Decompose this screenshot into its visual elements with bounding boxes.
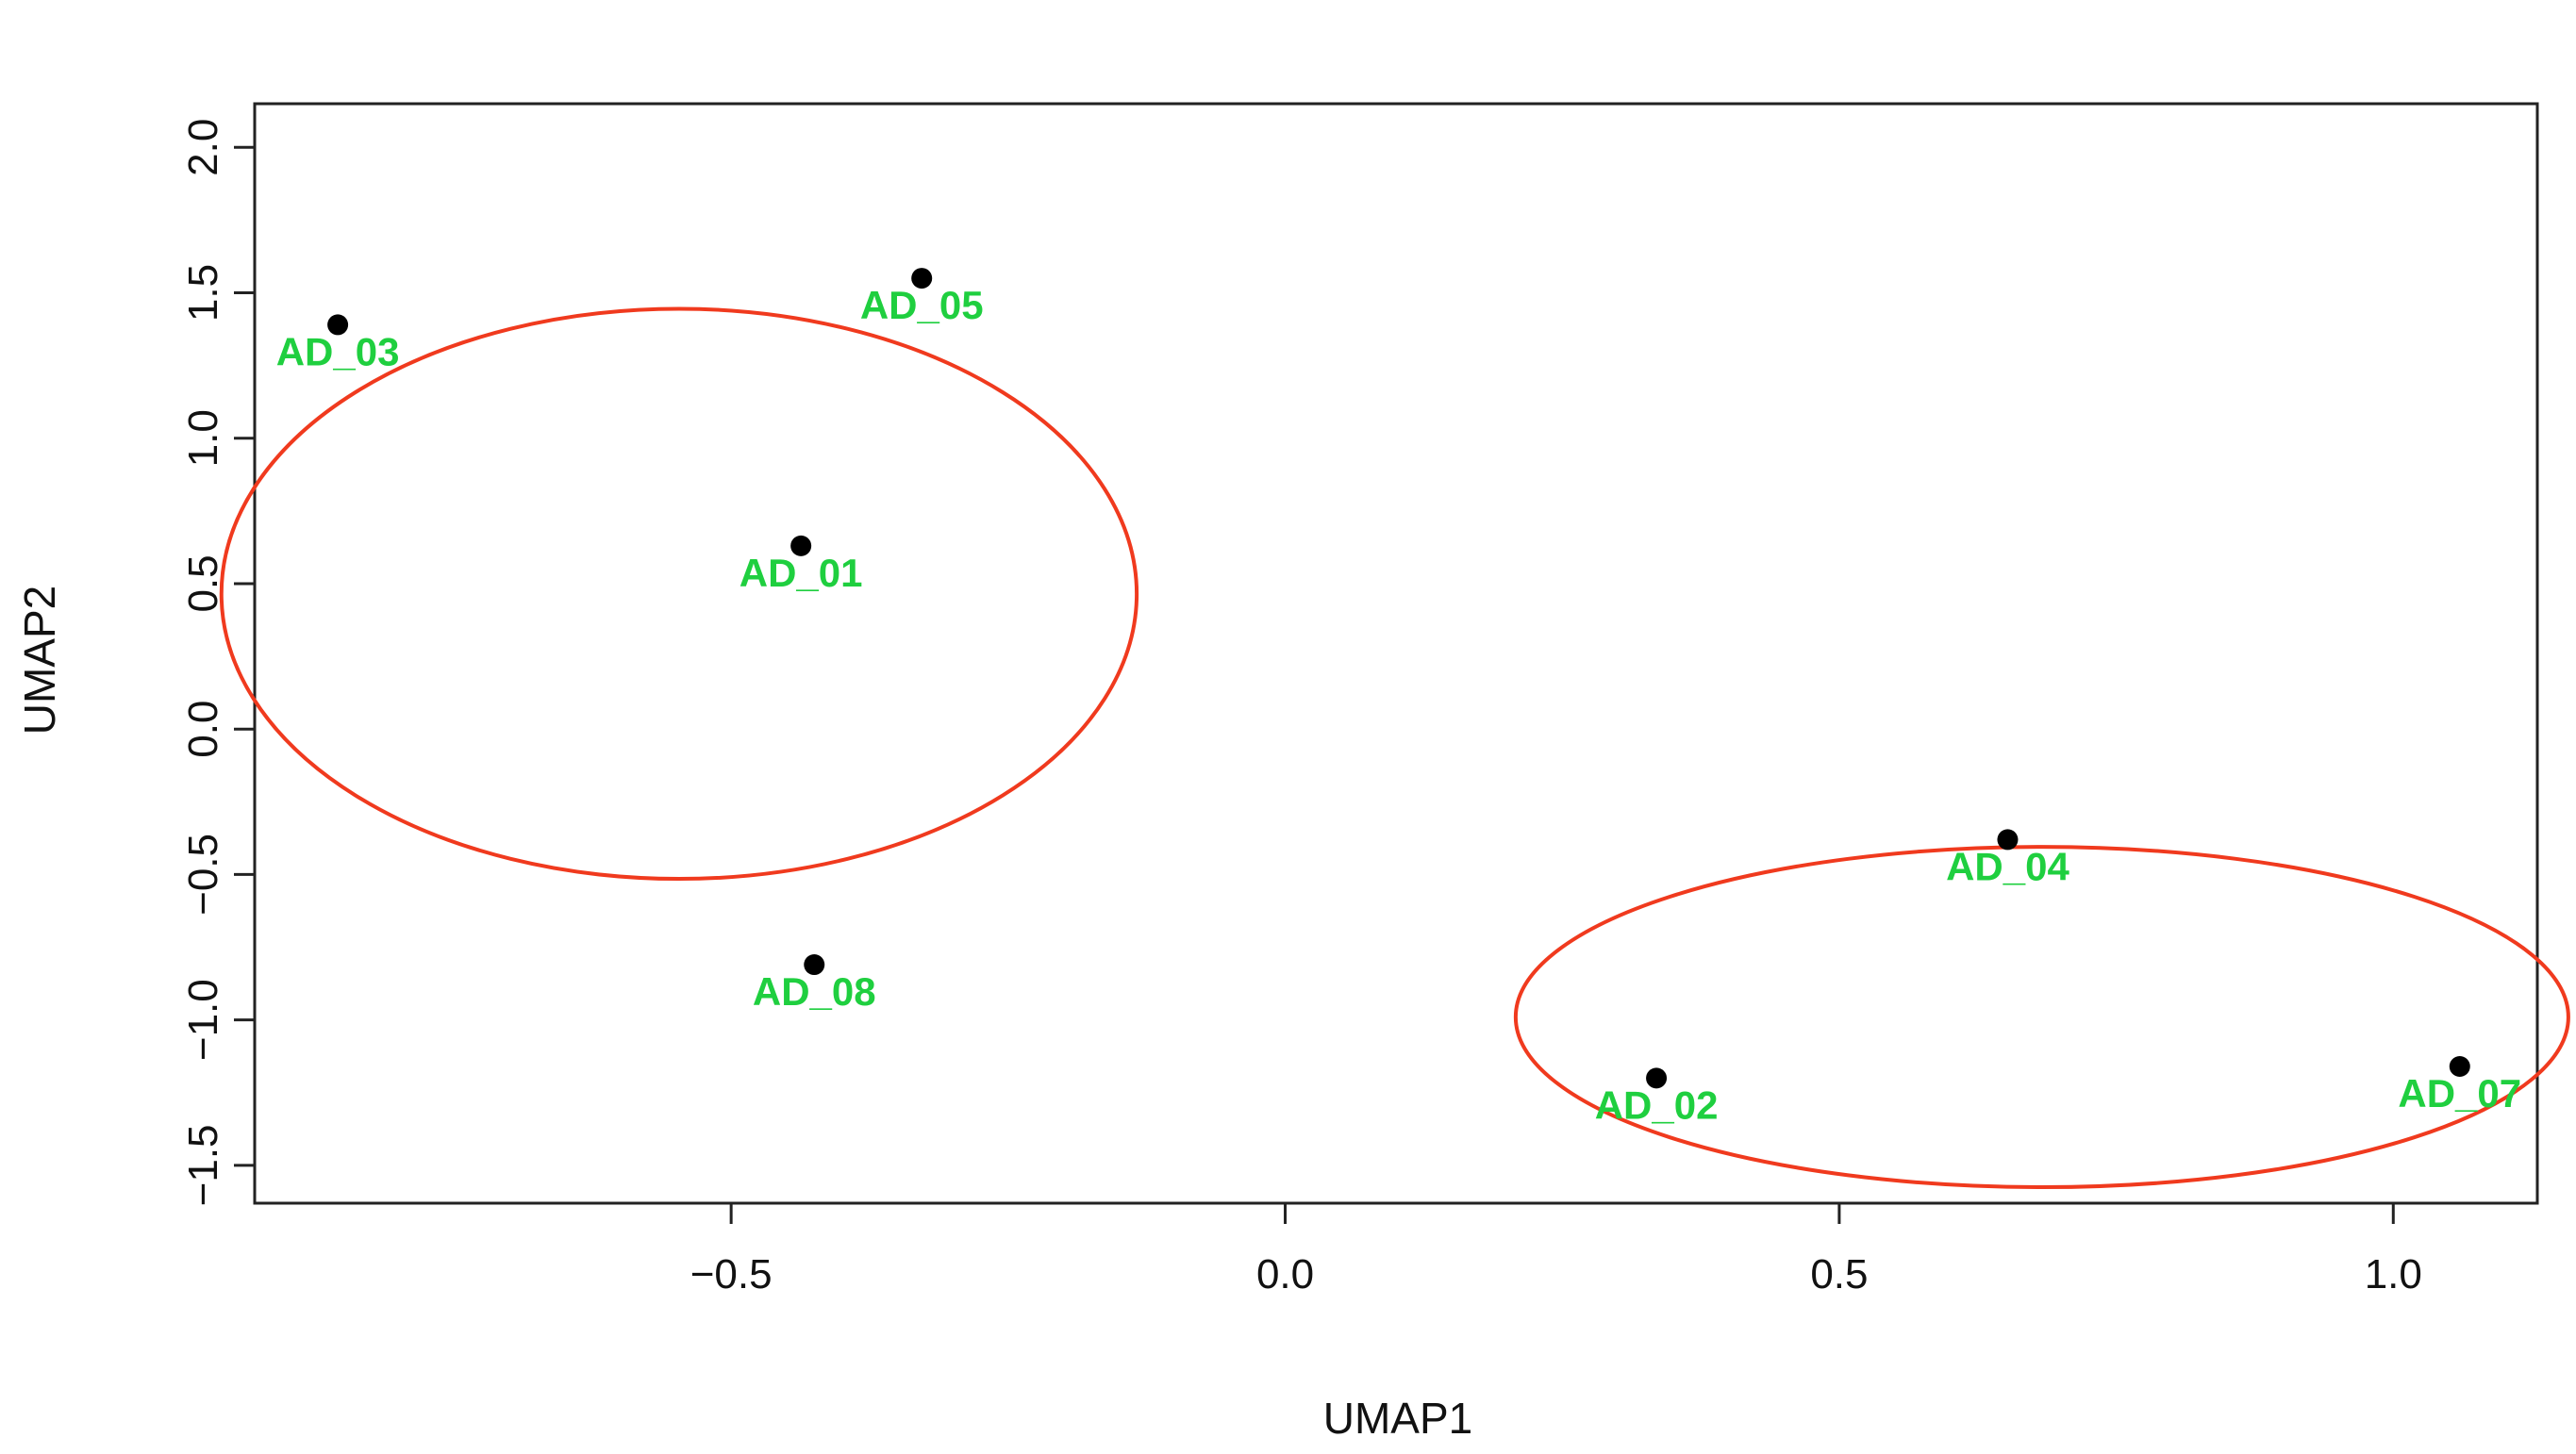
- data-point-marker: [327, 314, 349, 336]
- data-point-group: AD_04: [1946, 829, 2069, 888]
- y-axis-title: UMAP2: [15, 586, 64, 735]
- y-tick-label: −0.5: [180, 834, 226, 916]
- data-point-label: AD_04: [1946, 844, 2069, 888]
- data-points: AD_03 AD_05 AD_01 AD_08 AD_04 AD_02 AD_07: [276, 268, 2521, 1127]
- y-tick-label: 1.0: [180, 409, 226, 467]
- data-point-label: AD_07: [2398, 1071, 2521, 1115]
- data-point-group: AD_07: [2398, 1056, 2521, 1115]
- data-point-label: AD_01: [740, 551, 863, 595]
- data-point-label: AD_03: [276, 329, 400, 373]
- cluster-ellipses: [219, 306, 2570, 1190]
- data-point-marker: [911, 268, 933, 289]
- y-tick-label: −1.5: [180, 1124, 226, 1206]
- x-axis: −0.5 0.0 0.5 1.0: [690, 1201, 2422, 1297]
- y-tick-label: −1.0: [180, 979, 226, 1061]
- data-point-group: AD_08: [753, 954, 876, 1014]
- cluster-ellipse-2: [1513, 845, 2570, 1190]
- x-tick-label: 1.0: [2365, 1251, 2422, 1297]
- data-point-marker: [790, 535, 812, 556]
- cluster-ellipse-1: [219, 306, 1139, 882]
- x-tick-label: 0.5: [1810, 1251, 1868, 1297]
- y-tick-label: 0.5: [180, 554, 226, 612]
- data-point-marker: [1997, 829, 2019, 851]
- data-point-marker: [2449, 1056, 2470, 1078]
- data-point-marker: [804, 954, 825, 976]
- data-point-group: AD_02: [1595, 1067, 1719, 1127]
- data-point-group: AD_01: [740, 535, 863, 595]
- data-point-marker: [1646, 1067, 1668, 1089]
- data-point-label: AD_05: [860, 283, 984, 327]
- y-axis: −1.5 −1.0 −0.5 0.0 0.5 1.0 1.5 2.0: [180, 119, 257, 1206]
- y-tick-label: 1.5: [180, 264, 226, 322]
- x-tick-label: 0.0: [1256, 1251, 1314, 1297]
- data-point-label: AD_08: [753, 969, 876, 1014]
- y-tick-label: 2.0: [180, 119, 226, 176]
- data-point-group: AD_05: [860, 268, 984, 327]
- plot-area-frame: [253, 102, 2539, 1205]
- data-point-label: AD_02: [1595, 1082, 1719, 1127]
- x-tick-label: −0.5: [690, 1251, 773, 1297]
- y-tick-label: 0.0: [180, 701, 226, 758]
- data-point-group: AD_03: [276, 314, 400, 373]
- x-axis-title: UMAP1: [1323, 1394, 1472, 1443]
